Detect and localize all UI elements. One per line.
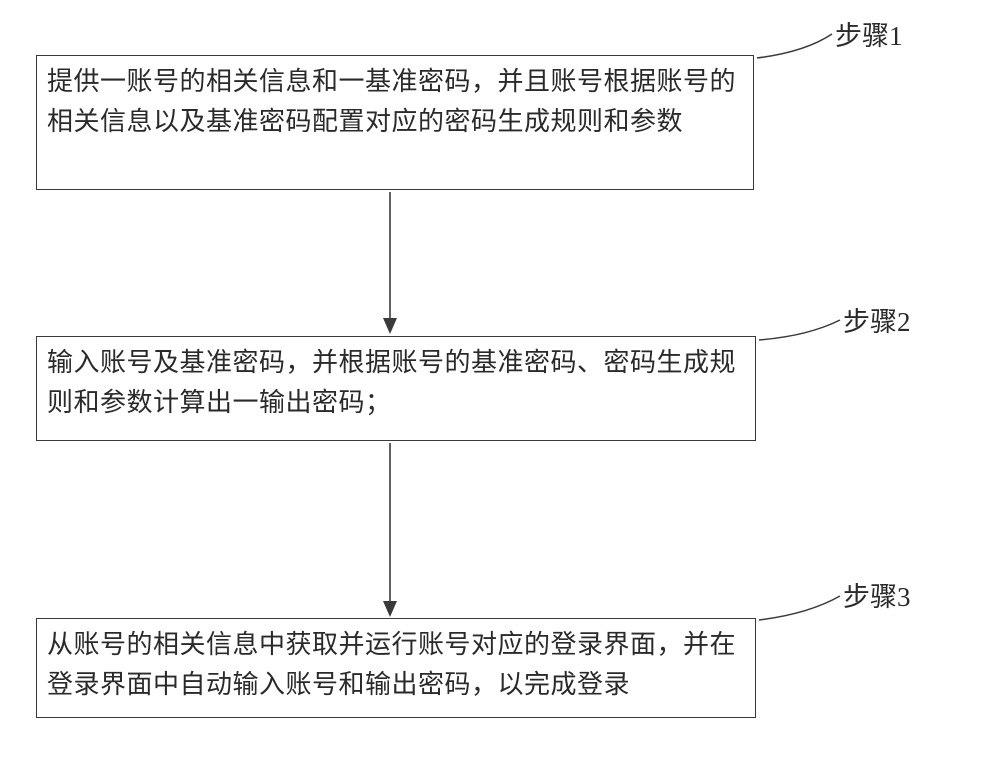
leader-line-2	[757, 318, 842, 342]
step-box-2: 输入账号及基准密码，并根据账号的基准密码、密码生成规则和参数计算出一输出密码；	[36, 336, 756, 441]
step-label-2: 步骤2	[843, 300, 911, 339]
leader-line-3	[757, 594, 842, 622]
step-box-3: 从账号的相关信息中获取并运行账号对应的登录界面，并在登录界面中自动输入账号和输出…	[36, 618, 756, 718]
arrow-2-to-3	[381, 443, 399, 619]
arrow-1-to-2	[381, 192, 399, 336]
step-label-3: 步骤3	[843, 575, 911, 614]
step-text-2: 输入账号及基准密码，并根据账号的基准密码、密码生成规则和参数计算出一输出密码；	[47, 343, 745, 424]
flowchart-canvas: 提供一账号的相关信息和一基准密码，并且账号根据账号的相关信息以及基准密码配置对应…	[0, 0, 1000, 777]
step-box-1: 提供一账号的相关信息和一基准密码，并且账号根据账号的相关信息以及基准密码配置对应…	[36, 55, 754, 190]
leader-line-1	[755, 32, 834, 60]
step-label-1: 步骤1	[835, 14, 903, 53]
step-text-1: 提供一账号的相关信息和一基准密码，并且账号根据账号的相关信息以及基准密码配置对应…	[47, 62, 743, 143]
step-text-3: 从账号的相关信息中获取并运行账号对应的登录界面，并在登录界面中自动输入账号和输出…	[47, 625, 745, 706]
